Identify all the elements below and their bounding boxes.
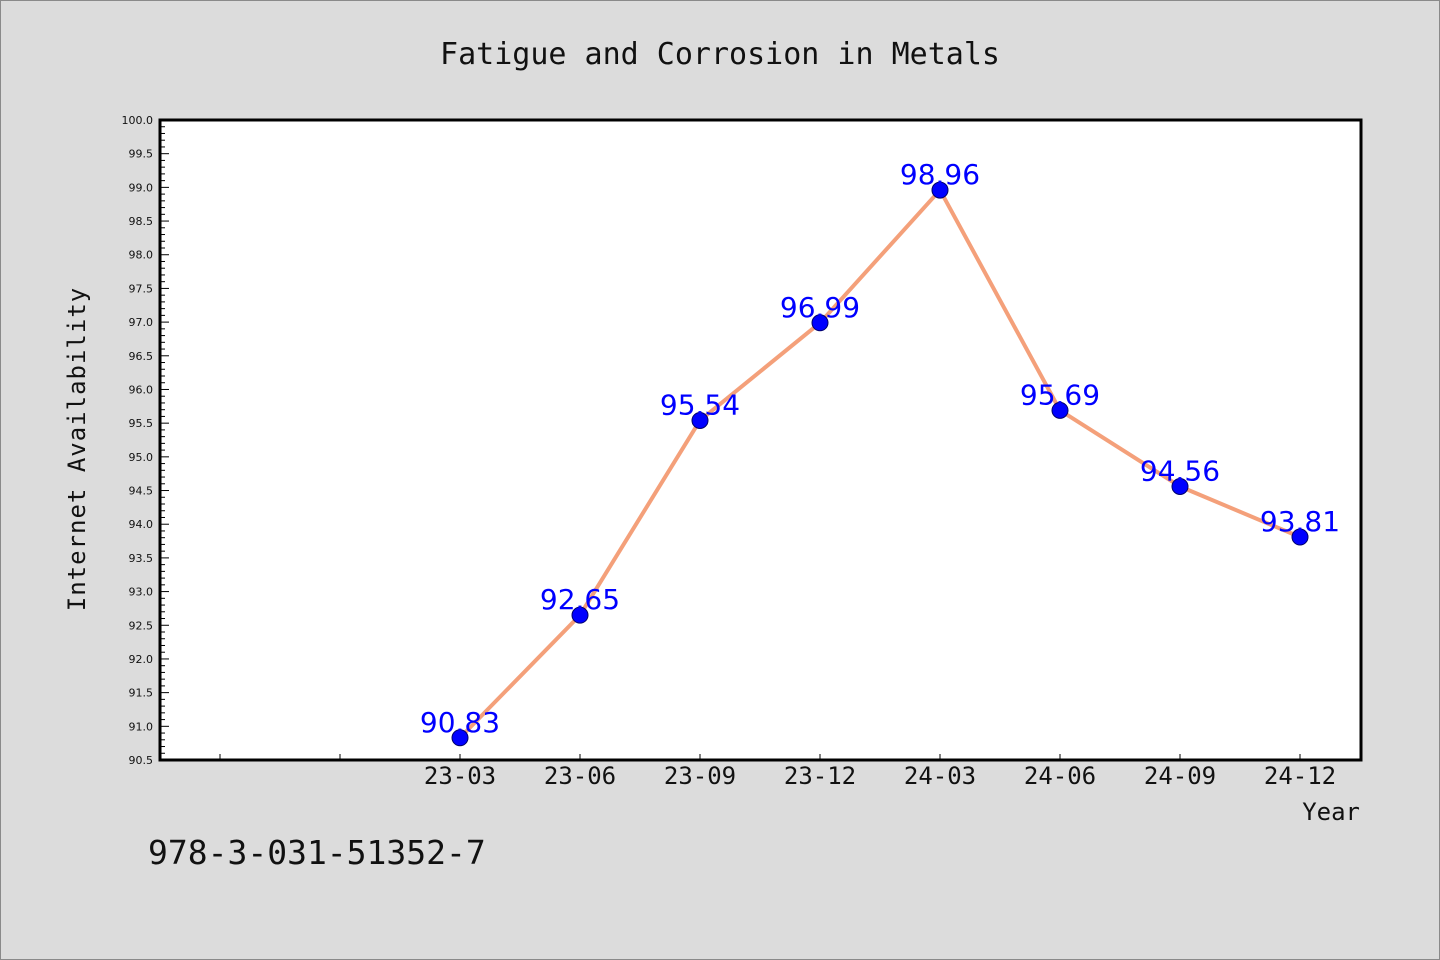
x-tick-label: 23-09 — [664, 762, 736, 790]
data-labels: 90.83 92.65 95.54 96.99 98.96 95.69 94.56 93.81 — [420, 158, 1340, 739]
x-axis-ticks: 23-03 23-06 23-09 23-12 24-03 24-06 24-09 24-12 — [219, 754, 1336, 790]
y-tick-label: 95.5 — [129, 417, 154, 430]
x-tick-label: 24-12 — [1264, 762, 1336, 790]
data-label: 94.56 — [1140, 454, 1220, 487]
data-point — [691, 411, 709, 429]
data-label: 92.65 — [540, 583, 620, 616]
y-tick-label: 97.5 — [129, 282, 154, 295]
data-point — [571, 606, 589, 624]
data-point — [931, 181, 949, 199]
x-axis-label: Year — [1302, 798, 1360, 826]
y-tick-label: 93.0 — [129, 586, 154, 599]
data-label: 90.83 — [420, 706, 500, 739]
x-tick-label: 23-12 — [784, 762, 856, 790]
data-label: 95.69 — [1020, 378, 1100, 411]
y-tick-label: 93.5 — [129, 552, 154, 565]
x-tick-label: 23-03 — [424, 762, 496, 790]
y-tick-label: 99.0 — [129, 181, 154, 194]
data-point — [1051, 401, 1069, 419]
plot-area — [160, 120, 1361, 760]
series-line — [458, 188, 1302, 740]
y-tick-label: 97.0 — [129, 316, 154, 329]
y-tick-label: 98.5 — [129, 215, 154, 228]
y-tick-label: 96.0 — [129, 383, 154, 396]
data-point — [451, 729, 469, 747]
y-tick-label: 100.0 — [122, 114, 154, 127]
data-label: 95.54 — [660, 388, 740, 421]
y-tick-label: 94.5 — [129, 485, 154, 498]
x-tick-label: 24-03 — [904, 762, 976, 790]
data-label: 96.99 — [780, 291, 860, 324]
x-tick-label: 23-06 — [544, 762, 616, 790]
isbn-note: 978-3-031-51352-7 — [148, 833, 486, 872]
y-tick-label: 99.5 — [129, 148, 154, 161]
y-tick-label: 91.5 — [129, 687, 154, 700]
y-tick-label: 90.5 — [129, 754, 154, 767]
data-point — [811, 314, 829, 332]
data-point — [1291, 528, 1309, 546]
data-label: 98.96 — [900, 158, 980, 191]
chart-title: Fatigue and Corrosion in Metals — [440, 37, 1000, 72]
y-axis-label: Internet Availability — [63, 287, 91, 611]
y-tick-label: 98.0 — [129, 249, 154, 262]
data-points — [451, 181, 1309, 747]
y-tick-label: 95.0 — [129, 451, 154, 464]
data-label: 93.81 — [1260, 505, 1340, 538]
y-axis-ticks: 90.5 91.0 91.5 92.0 92.5 93.0 93.5 94.0 94.5 95.0… — [122, 114, 169, 767]
data-point — [1171, 477, 1189, 495]
y-tick-label: 92.0 — [129, 653, 154, 666]
x-tick-label: 24-06 — [1024, 762, 1096, 790]
y-tick-label: 92.5 — [129, 619, 154, 632]
x-tick-label: 24-09 — [1144, 762, 1216, 790]
y-tick-label: 91.0 — [129, 720, 154, 733]
y-tick-label: 96.5 — [129, 350, 154, 363]
plot-border — [158, 118, 1363, 762]
y-tick-label: 94.0 — [129, 518, 154, 531]
